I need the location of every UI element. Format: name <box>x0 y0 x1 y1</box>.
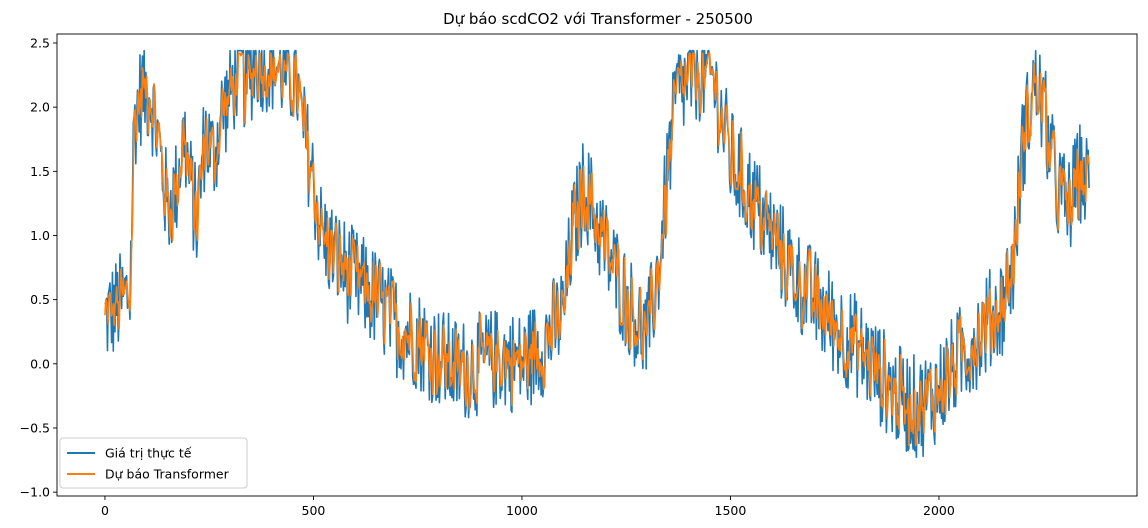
chart-title: Dự báo scdCO2 với Transformer - 250500 <box>443 10 753 28</box>
legend-label-forecast: Dự báo Transformer <box>105 467 230 482</box>
y-tick-label: 0.5 <box>30 292 50 307</box>
legend: Giá trị thực tế Dự báo Transformer <box>59 437 248 489</box>
legend-box <box>59 437 248 489</box>
x-tick-label: 0 <box>101 503 109 518</box>
x-tick-label: 1000 <box>506 503 538 518</box>
y-tick-label: 1.0 <box>30 228 50 243</box>
x-tick-label: 1500 <box>715 503 747 518</box>
plot-area-frame <box>56 33 1138 497</box>
legend-label-actual: Giá trị thực tế <box>105 446 192 461</box>
series-group <box>104 49 1090 458</box>
y-tick-label: 0.0 <box>30 356 50 371</box>
y-tick-label: 2.5 <box>30 35 50 50</box>
x-tick-label: 500 <box>302 503 326 518</box>
x-tick-label: 2000 <box>923 503 955 518</box>
series-line-forecast <box>104 52 1090 447</box>
y-axis: −1.0 −0.5 0.0 0.5 1.0 1.5 2.0 2.5 <box>20 35 57 500</box>
y-tick-label: 1.5 <box>30 164 50 179</box>
y-tick-label: −1.0 <box>20 485 50 500</box>
x-axis: 0 500 1000 1500 2000 <box>101 496 955 518</box>
y-tick-label: −0.5 <box>20 420 50 435</box>
y-tick-label: 2.0 <box>30 100 50 115</box>
